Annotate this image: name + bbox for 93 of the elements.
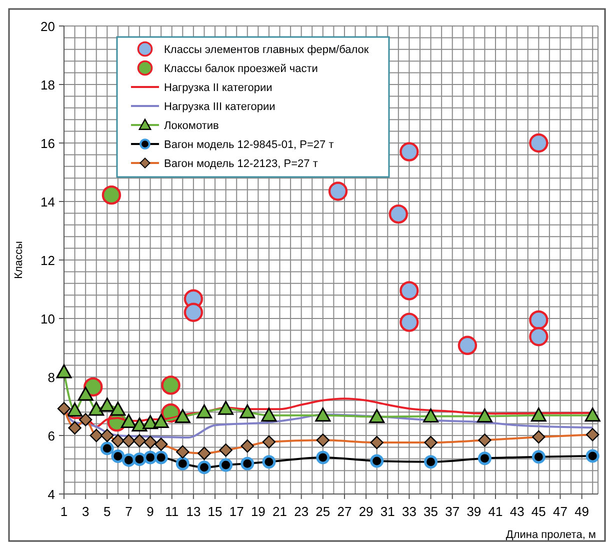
- point: [110, 402, 126, 416]
- point: [153, 414, 169, 428]
- x-tick-label: 17: [229, 504, 244, 519]
- point: [316, 450, 330, 464]
- point: [122, 453, 136, 467]
- x-tick-label: 7: [125, 504, 132, 519]
- y-tick-label: 16: [40, 136, 55, 151]
- point: [370, 454, 384, 468]
- point: [388, 204, 408, 224]
- y-tick-label: 18: [40, 78, 55, 92]
- x-tick-label: 3: [82, 504, 90, 519]
- point: [315, 408, 331, 422]
- point: [102, 185, 122, 205]
- x-tick-label: 49: [574, 504, 590, 519]
- point: [197, 460, 211, 474]
- x-tick-label: 33: [402, 504, 416, 519]
- point: [100, 442, 114, 456]
- point: [240, 404, 256, 418]
- x-tick-label: 39: [466, 504, 482, 519]
- point: [99, 398, 115, 412]
- x-axis-title: Длина пролета, м: [506, 529, 596, 541]
- x-tick-label: 19: [250, 504, 266, 519]
- point: [67, 402, 83, 417]
- point: [196, 404, 212, 418]
- legend-label: Локомотив: [164, 120, 220, 132]
- x-tick-label: 15: [208, 504, 222, 519]
- point: [458, 336, 478, 356]
- point: [154, 450, 168, 464]
- point: [56, 364, 72, 378]
- point: [219, 458, 233, 472]
- x-tick-label: 47: [553, 504, 568, 519]
- y-tick-label: 20: [40, 19, 55, 34]
- x-tick-label: 23: [294, 504, 309, 519]
- point: [529, 327, 548, 346]
- point: [84, 377, 103, 397]
- point: [423, 408, 439, 422]
- legend-label: Классы элементов главных ферм/балок: [164, 44, 369, 56]
- x-tick-label: 37: [445, 504, 460, 519]
- point: [262, 455, 276, 469]
- point: [88, 402, 104, 416]
- point: [400, 281, 419, 300]
- point: [161, 376, 180, 395]
- x-tick-label: 9: [146, 504, 154, 519]
- legend-label: Классы балок проезжей части: [164, 63, 318, 75]
- y-tick-label: 10: [40, 312, 55, 326]
- point: [142, 415, 158, 430]
- x-tick-label: 5: [104, 504, 111, 519]
- point: [424, 455, 438, 469]
- x-tick-label: 45: [531, 504, 546, 519]
- point: [132, 418, 148, 432]
- point: [532, 450, 546, 464]
- x-tick-label: 11: [165, 504, 179, 519]
- point: [144, 450, 158, 464]
- point: [478, 452, 492, 466]
- x-tick-label: 27: [337, 504, 352, 519]
- x-tick-label: 43: [510, 504, 524, 519]
- point: [184, 302, 204, 322]
- point: [584, 408, 600, 422]
- point: [111, 450, 125, 464]
- x-tick-label: 35: [424, 504, 438, 519]
- x-tick-label: 21: [272, 504, 287, 519]
- x-tick-label: 13: [186, 504, 201, 519]
- point: [586, 449, 600, 463]
- point: [476, 408, 492, 422]
- point: [218, 400, 234, 415]
- point: [530, 408, 546, 422]
- point: [529, 310, 548, 330]
- point: [328, 182, 348, 201]
- y-tick-label: 6: [48, 428, 55, 444]
- legend-label: Вагон модель 12-9845-01, P=27 т: [164, 139, 334, 151]
- legend-label: Вагон модель 12-2123, P=27 т: [164, 158, 318, 170]
- point: [400, 312, 419, 332]
- point: [369, 409, 385, 424]
- y-tick-label: 4: [48, 487, 55, 502]
- x-tick-label: 25: [316, 504, 330, 519]
- point: [174, 409, 190, 424]
- point: [261, 408, 277, 422]
- point: [176, 456, 190, 470]
- point: [120, 414, 136, 428]
- point: [529, 133, 548, 153]
- y-tick-label: 14: [40, 194, 55, 210]
- x-tick-label: 1: [60, 504, 68, 519]
- x-tick-label: 29: [358, 504, 374, 519]
- x-tick-label: 41: [488, 504, 503, 519]
- point: [400, 142, 419, 162]
- y-axis-title: Классы: [13, 240, 25, 279]
- y-tick-label: 8: [48, 370, 55, 385]
- legend-label: Нагрузка II категории: [164, 82, 272, 94]
- y-tick-label: 12: [40, 253, 55, 268]
- legend-label: Нагрузка III категории: [164, 101, 276, 113]
- x-tick-label: 31: [380, 504, 395, 519]
- point: [240, 456, 254, 470]
- point: [132, 452, 146, 466]
